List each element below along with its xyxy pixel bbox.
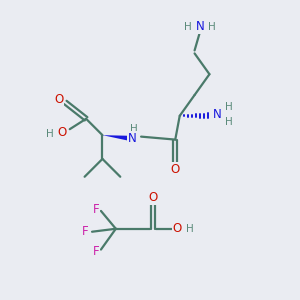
Text: H: H (46, 129, 53, 139)
Text: F: F (93, 203, 100, 216)
Text: H: H (130, 124, 138, 134)
Text: H: H (225, 103, 232, 112)
Text: N: N (128, 132, 136, 145)
Text: H: H (208, 22, 216, 32)
Text: O: O (172, 222, 182, 235)
Text: O: O (171, 163, 180, 176)
Text: H: H (225, 117, 232, 128)
Text: H: H (186, 224, 194, 234)
Text: O: O (54, 93, 63, 106)
Polygon shape (102, 135, 128, 140)
Text: O: O (58, 126, 67, 139)
Text: N: N (212, 108, 221, 121)
Text: H: H (184, 22, 192, 32)
Text: N: N (196, 20, 204, 33)
Text: O: O (148, 191, 158, 204)
Text: F: F (82, 225, 89, 238)
Text: F: F (93, 244, 100, 258)
